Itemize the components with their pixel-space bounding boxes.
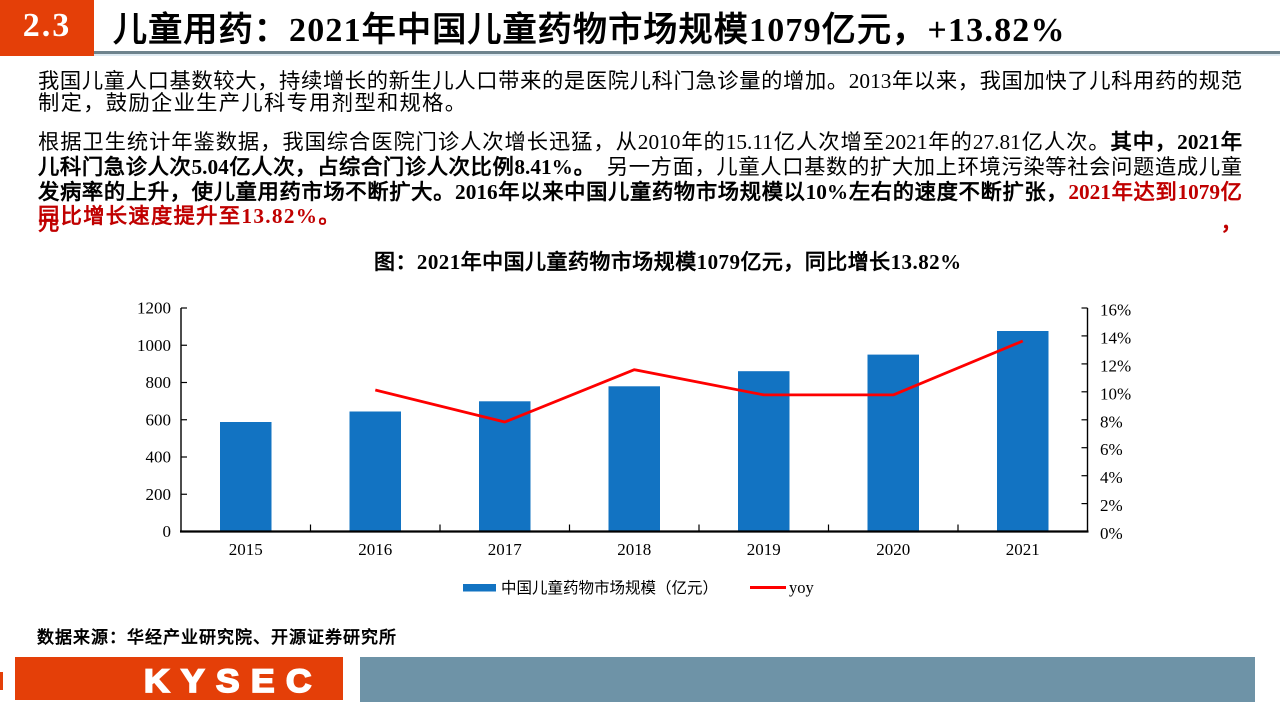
svg-text:14%: 14% bbox=[1100, 328, 1131, 347]
svg-text:8%: 8% bbox=[1100, 412, 1123, 431]
svg-text:中国儿童药物市场规模（亿元）: 中国儿童药物市场规模（亿元） bbox=[501, 578, 718, 597]
svg-text:2021: 2021 bbox=[1006, 540, 1040, 559]
svg-text:800: 800 bbox=[146, 373, 172, 392]
svg-text:400: 400 bbox=[146, 448, 172, 467]
svg-text:2019: 2019 bbox=[747, 540, 781, 559]
svg-text:2018: 2018 bbox=[617, 540, 651, 559]
svg-text:600: 600 bbox=[146, 410, 172, 429]
svg-text:0: 0 bbox=[163, 522, 172, 541]
svg-text:1200: 1200 bbox=[137, 299, 171, 318]
svg-text:10%: 10% bbox=[1100, 384, 1131, 403]
svg-text:yoy: yoy bbox=[789, 578, 815, 597]
svg-text:2020: 2020 bbox=[876, 540, 910, 559]
svg-text:6%: 6% bbox=[1100, 440, 1123, 459]
svg-text:2%: 2% bbox=[1100, 496, 1123, 515]
svg-text:2015: 2015 bbox=[229, 540, 263, 559]
svg-text:0%: 0% bbox=[1100, 524, 1123, 543]
svg-text:4%: 4% bbox=[1100, 468, 1123, 487]
svg-text:16%: 16% bbox=[1100, 301, 1131, 320]
svg-text:12%: 12% bbox=[1100, 356, 1131, 375]
svg-text:2017: 2017 bbox=[488, 540, 523, 559]
svg-text:2016: 2016 bbox=[358, 540, 392, 559]
svg-text:200: 200 bbox=[146, 485, 172, 504]
svg-text:1000: 1000 bbox=[137, 336, 171, 355]
